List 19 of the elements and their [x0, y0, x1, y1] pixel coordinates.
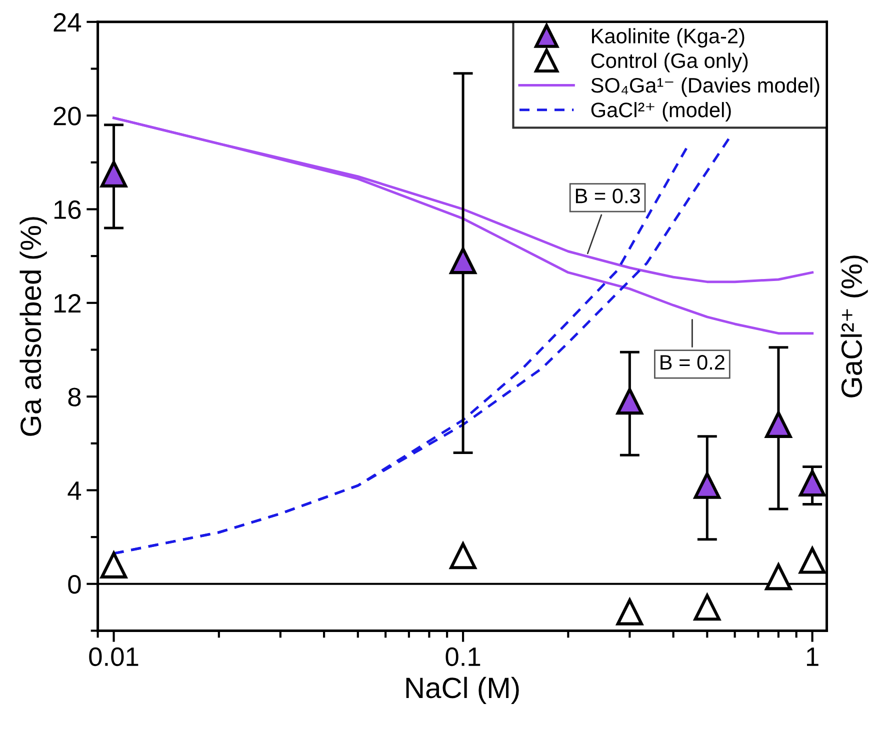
legend-label: Kaolinite (Kga-2) — [592, 28, 744, 48]
y-tick-label: 4 — [68, 482, 82, 500]
y-axis-title: Ga adsorbed (%) — [20, 217, 47, 436]
y-tick-label: 8 — [68, 388, 81, 406]
x-tick-label: 0.1 — [446, 647, 480, 666]
annotation: B = 0.3 — [576, 188, 640, 204]
y-tick-label: 20 — [54, 106, 81, 126]
legend-label: Control (Ga only) — [591, 52, 748, 72]
x-tick-label: 0.01 — [89, 647, 138, 666]
annotation: B = 0.2 — [660, 355, 724, 370]
y2-axis-title: GaCl²⁺ (%) — [840, 256, 868, 398]
y-tick-label: 12 — [54, 294, 80, 312]
y-tick-label: 0 — [68, 575, 81, 594]
legend-label: GaCl²⁺ (model) — [591, 102, 731, 122]
x-axis-title: NaCl (M) — [406, 676, 519, 704]
legend-label: SO₄Ga¹⁻ (Davies model) — [591, 77, 820, 97]
y-tick-label: 24 — [54, 13, 82, 32]
y-tick-label: 16 — [54, 200, 81, 220]
x-tick-label: 1 — [806, 648, 818, 666]
